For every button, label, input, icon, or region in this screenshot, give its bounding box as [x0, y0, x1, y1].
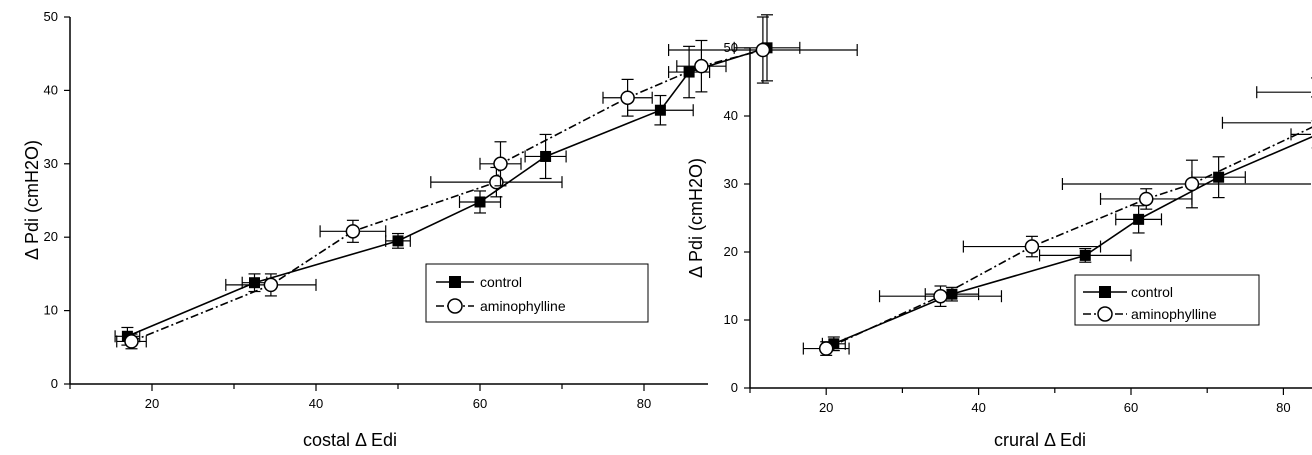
series-layer [114, 14, 858, 350]
data-point-aminophylline [1024, 239, 1040, 254]
data-point-control [474, 196, 486, 208]
crural-chart: 0 10 20 30 40 50 20 40 60 80 crural Δ Edi Δ Pdi (… [686, 40, 1312, 450]
x-tick-label: 20 [819, 400, 833, 415]
y-tick-label: 20 [44, 229, 58, 244]
y-tick-label: 30 [724, 176, 738, 191]
x-axis-title: costal Δ Edi [303, 430, 397, 450]
y-axis-title: Δ Pdi (cmH2O) [686, 158, 706, 278]
legend: control aminophylline [1074, 274, 1260, 326]
series-line-control [127, 47, 768, 338]
series-line-aminophylline [131, 49, 764, 343]
data-point-aminophylline [124, 334, 139, 349]
y-tick-label: 50 [724, 40, 738, 55]
costal-chart: 0 10 20 30 40 50 20 40 60 80 costal Δ Edi Δ Pdi (… [22, 9, 858, 450]
y-tick-label: 10 [724, 312, 738, 327]
data-point-aminophylline [933, 288, 948, 304]
legend: control aminophylline [425, 263, 649, 323]
legend-entry-control: control [436, 274, 522, 290]
x-tick-label: 20 [145, 396, 159, 411]
legend-swatch-aminophylline-marker [447, 298, 463, 314]
data-point-aminophylline [1138, 191, 1154, 207]
data-point-aminophylline [493, 156, 508, 172]
data-point-control [946, 288, 958, 300]
legend-entry-control: control [1083, 284, 1173, 300]
legend-label-control: control [480, 274, 522, 290]
legend-swatch-aminophylline-marker [1097, 306, 1113, 322]
error-bar [1221, 116, 1311, 129]
legend-swatch-control-marker [1099, 286, 1111, 298]
data-point-aminophylline [694, 58, 709, 74]
y-tick-label: 10 [44, 303, 58, 318]
y-tick-label: 20 [724, 244, 738, 259]
x-tick-label: 40 [971, 400, 985, 415]
series-control [821, 96, 1312, 352]
data-point-aminophylline [1184, 176, 1200, 192]
y-tick-label: 40 [724, 108, 738, 123]
x-axis-title: crural Δ Edi [994, 430, 1086, 450]
series-layer [802, 77, 1312, 356]
data-point-control [1213, 171, 1225, 183]
data-point-aminophylline [345, 224, 361, 239]
legend-label-aminophylline: aminophylline [1131, 306, 1217, 322]
y-tick-label: 0 [731, 380, 738, 395]
legend-label-control: control [1131, 284, 1173, 300]
error-bar [1290, 120, 1312, 149]
series-aminophylline [116, 16, 858, 350]
y-axis-title: Δ Pdi (cmH2O) [22, 140, 42, 260]
y-tick-label: 50 [44, 9, 58, 24]
series-aminophylline [802, 77, 1312, 356]
y-tick-label: 0 [51, 376, 58, 391]
legend-entry-aminophylline: aminophylline [1083, 306, 1217, 322]
data-point-aminophylline [755, 42, 771, 58]
y-tick-label: 30 [44, 156, 58, 171]
data-point-control [1079, 249, 1091, 261]
x-tick-label: 60 [473, 396, 487, 411]
x-tick-label: 80 [637, 396, 651, 411]
data-point-aminophylline [818, 341, 834, 356]
data-point-aminophylline [620, 90, 635, 105]
x-tick-label: 80 [1276, 400, 1290, 415]
legend-box [425, 263, 649, 323]
axis-ticks: 0 10 20 30 40 50 20 40 60 80 [44, 9, 652, 411]
axis-ticks: 0 10 20 30 40 50 20 40 60 80 [724, 40, 1291, 415]
data-point-control [392, 235, 404, 247]
legend-swatch-control-marker [449, 276, 461, 288]
data-point-control [828, 338, 840, 350]
error-bar [430, 166, 563, 198]
data-point-control [1133, 213, 1145, 225]
legend-label-aminophylline: aminophylline [480, 298, 566, 314]
data-point-aminophylline [263, 277, 279, 293]
x-tick-label: 40 [309, 396, 323, 411]
data-point-control [654, 104, 666, 116]
x-tick-label: 60 [1124, 400, 1138, 415]
error-bar [1256, 86, 1311, 99]
data-point-control [249, 277, 260, 289]
legend-entry-aminophylline: aminophylline [436, 298, 566, 314]
data-point-control [540, 150, 552, 162]
y-tick-label: 40 [44, 82, 58, 97]
